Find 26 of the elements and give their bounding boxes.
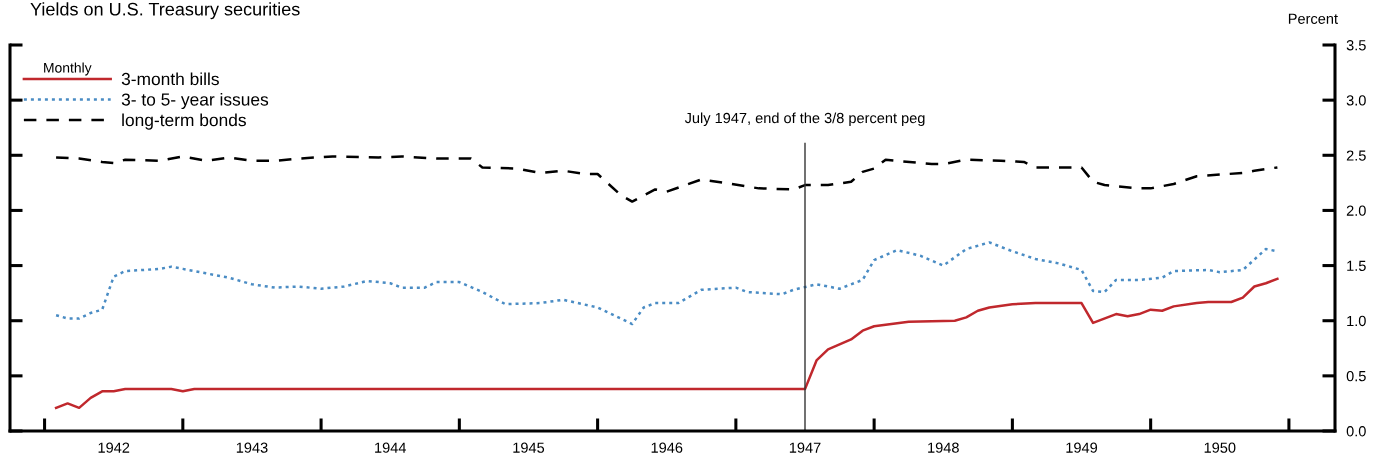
- y-tick-label: 3.5: [1346, 40, 1366, 51]
- line-series: [54, 155, 1279, 203]
- y-tick-label: 1.0: [1347, 315, 1366, 327]
- y-tick-label: 0.0: [1346, 426, 1366, 437]
- x-tick-label: 1942: [98, 442, 130, 453]
- legend-label: long-term bonds: [122, 113, 246, 130]
- x-tick-label: 1947: [789, 442, 821, 453]
- x-tick-label: 1943: [236, 442, 268, 453]
- y-tick-label: 1.5: [1347, 260, 1366, 271]
- x-tick-label: 1945: [513, 442, 545, 453]
- y-tick-label: 2.0: [1346, 205, 1366, 216]
- legend-label: 3-month bills: [121, 72, 219, 86]
- legend-label: 3- to 5- year issues: [121, 92, 269, 110]
- x-tick-label: 1944: [375, 442, 407, 453]
- x-tick-label: 1950: [1204, 442, 1236, 453]
- x-tick-label: 1948: [928, 442, 959, 453]
- y-tick-label: 0.5: [1346, 370, 1366, 382]
- y-tick-label: 3.0: [1346, 95, 1366, 106]
- legend-title: Monthly: [44, 62, 92, 76]
- y-axis-title: Percent: [1288, 13, 1338, 24]
- x-tick-label: 1946: [651, 442, 683, 453]
- x-tick-label: 1949: [1066, 442, 1098, 453]
- chart-title: Yields on U.S. Treasury securities: [30, 2, 300, 20]
- line-series: [54, 277, 1279, 410]
- ref-line-label: July 1947, end of the 3/8 percent peg: [684, 112, 925, 127]
- y-tick-label: 2.5: [1346, 150, 1366, 161]
